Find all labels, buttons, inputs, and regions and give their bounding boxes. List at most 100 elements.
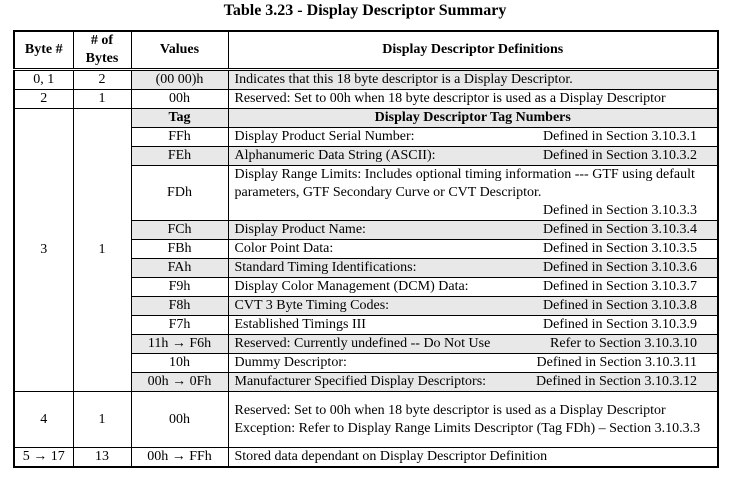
definition-text: CVT 3 Byte Timing Codes: (234, 298, 390, 313)
definition-text: Standard Timing Identifications: (234, 260, 417, 275)
value-cell: F7h (130, 315, 229, 335)
tag-row: 00h → 0Fh Manufacturer Specified Display … (14, 372, 719, 392)
value-cell: 00h (130, 89, 229, 109)
section-ref: Defined in Section 3.10.3.11 (536, 355, 697, 370)
definition-text: Established Timings III (234, 317, 366, 332)
value-cell: (00 00)h (130, 69, 229, 90)
tag-row: F9h Display Color Management (DCM) Data: D… (14, 277, 719, 297)
section-ref: Defined in Section 3.10.3.4 (543, 222, 697, 237)
definition-cell: Reserved: Set to 00h when 18 byte descri… (227, 391, 719, 448)
table-row: 5 → 17 13 00h → FFh Stored data dependant o… (13, 447, 719, 468)
byte-cell: 4 (13, 391, 74, 448)
definition-line: Standard Timing Identifications: Defined … (235, 259, 712, 277)
definition-cell: Display Product Serial Number: Defined in… (227, 127, 719, 147)
section-ref: Defined in Section 3.10.3.5 (543, 241, 697, 256)
section-ref: Refer to Section 3.10.3.10 (550, 336, 697, 351)
value-cell: 00h → 0Fh (130, 372, 229, 392)
definition-cell: Indicates that this 18 byte descriptor i… (227, 69, 719, 90)
section-ref: Defined in Section 3.10.3.9 (543, 317, 697, 332)
definition-cell: Established Timings III Defined in Sectio… (227, 315, 719, 335)
definition-line: Reserved: Currently undefined -- Do Not … (235, 335, 712, 353)
section-ref: Defined in Section 3.10.3.7 (543, 279, 697, 294)
bytes-cell: 1 (72, 108, 132, 392)
definition-cell: CVT 3 Byte Timing Codes: Defined in Secti… (227, 296, 719, 316)
table-title: Table 3.23 - Display Descriptor Summary (223, 2, 507, 19)
table-body: 0, 1 2 (00 00)h Indicates that this 18 byte… (13, 69, 719, 468)
table-row: 0, 1 2 (00 00)h Indicates that this 18 byte… (13, 69, 719, 90)
definition-cell: Standard Timing Identifications: Defined … (227, 258, 719, 278)
definition-line: Alphanumeric Data String (ASCII): Defined… (235, 147, 712, 165)
value-cell: FAh (130, 258, 229, 278)
definition-text: Display Product Serial Number: (234, 129, 415, 144)
header-row: Byte # # of Bytes Values Display Descriptor… (13, 30, 719, 71)
section-ref: Defined in Section 3.10.3.12 (536, 374, 697, 389)
section-ref: Defined in Section 3.10.3.3 (543, 203, 697, 218)
definition-text: Color Point Data: (234, 241, 334, 256)
bytes-cell: 1 (72, 391, 132, 448)
value-cell: F9h (130, 277, 229, 297)
table-row: 2 1 00h Reserved: Set to 00h when 18 byte d… (13, 89, 719, 109)
column-header: Display Descriptor Definitions (227, 30, 719, 71)
definition-cell: Color Point Data: Defined in Section 3.10… (227, 239, 719, 259)
definition-text: Manufacturer Specified Display Descripto… (234, 374, 487, 389)
definition-line: Display Range Limits: Includes optional … (235, 166, 712, 220)
definition-cell: Alphanumeric Data String (ASCII): Defined… (227, 146, 719, 166)
section-ref: Defined in Section 3.10.3.1 (543, 129, 697, 144)
definition-cell: Reserved: Currently undefined -- Do Not … (227, 334, 719, 354)
definition-cell: Display Color Management (DCM) Data: Defi… (227, 277, 719, 297)
value-cell: 00h → FFh (130, 447, 229, 468)
definition-text: Alphanumeric Data String (ASCII): (234, 148, 436, 163)
definition-text: Dummy Descriptor: (234, 355, 347, 370)
definition-line: Manufacturer Specified Display Descripto… (235, 373, 712, 391)
byte-cell: 2 (13, 89, 74, 109)
definition-line: Established Timings III Defined in Sectio… (235, 316, 712, 334)
bytes-cell: 13 (72, 447, 132, 468)
table-row: 4 1 00h Reserved: Set to 00h when 18 byte d… (13, 391, 719, 448)
definition-text: Display Range Limits: Includes optional … (234, 167, 695, 200)
definition-cell: Display Range Limits: Includes optional … (227, 165, 719, 221)
section-ref: Defined in Section 3.10.3.2 (543, 148, 697, 163)
tag-row: 10h Dummy Descriptor: Defined in Section 3… (14, 353, 719, 373)
definition-cell: Reserved: Set to 00h when 18 byte descri… (227, 89, 719, 109)
definition-cell: Display Product Name: Defined in Section … (227, 220, 719, 240)
definition-cell: Stored data dependant on Display Descrip… (227, 447, 719, 468)
value-cell: 00h (130, 391, 229, 448)
column-header: Byte # (13, 30, 74, 71)
column-header: Values (130, 30, 229, 71)
bytes-cell: 1 (72, 89, 132, 109)
tag-header-row: 3 1 Tag Display Descriptor Tag Numbers (13, 108, 719, 392)
value-cell: F8h (130, 296, 229, 316)
value-cell: FBh (130, 239, 229, 259)
tag-row: FEh Alphanumeric Data String (ASCII): Defi… (14, 146, 719, 166)
value-cell: FFh (130, 127, 229, 147)
definition-text: Display Product Name: (234, 222, 366, 237)
definition-text: Display Color Management (DCM) Data: (234, 279, 469, 294)
definition-text: Reserved: Currently undefined -- Do Not … (234, 336, 491, 351)
tag-header: Tag (130, 108, 229, 128)
definition-line: Color Point Data: Defined in Section 3.10… (235, 240, 712, 258)
value-cell: FEh (130, 146, 229, 166)
summary-table: Byte # # of Bytes Values Display Descriptor… (13, 30, 719, 468)
tag-row: FDh Display Range Limits: Includes option… (14, 165, 719, 221)
byte-cell: 3 (13, 108, 74, 392)
definition-cell: Dummy Descriptor: Defined in Section 3.10… (227, 353, 719, 373)
definition-line: Display Color Management (DCM) Data: Defi… (235, 278, 712, 296)
definition-line: Display Product Serial Number: Defined in… (235, 128, 712, 146)
value-cell: FDh (130, 165, 229, 221)
definition-line: Display Product Name: Defined in Section … (235, 221, 712, 239)
column-header: # of Bytes (72, 30, 132, 71)
tag-row: F8h CVT 3 Byte Timing Codes: Defined in Se… (14, 296, 719, 316)
value-cell: FCh (130, 220, 229, 240)
tag-row: F7h Established Timings III Defined in Sec… (14, 315, 719, 335)
section-ref: Defined in Section 3.10.3.6 (543, 260, 697, 275)
value-cell: 10h (130, 353, 229, 373)
tag-title: Display Descriptor Tag Numbers (227, 108, 719, 128)
section-ref: Defined in Section 3.10.3.8 (543, 298, 697, 313)
definition-line: CVT 3 Byte Timing Codes: Defined in Secti… (235, 297, 712, 315)
tag-row: FAh Standard Timing Identifications: Defin… (14, 258, 719, 278)
byte-cell: 5 → 17 (13, 447, 74, 468)
value-cell: 11h → F6h (130, 334, 229, 354)
byte-cell: 0, 1 (13, 69, 74, 90)
definition-cell: Manufacturer Specified Display Descripto… (227, 372, 719, 392)
